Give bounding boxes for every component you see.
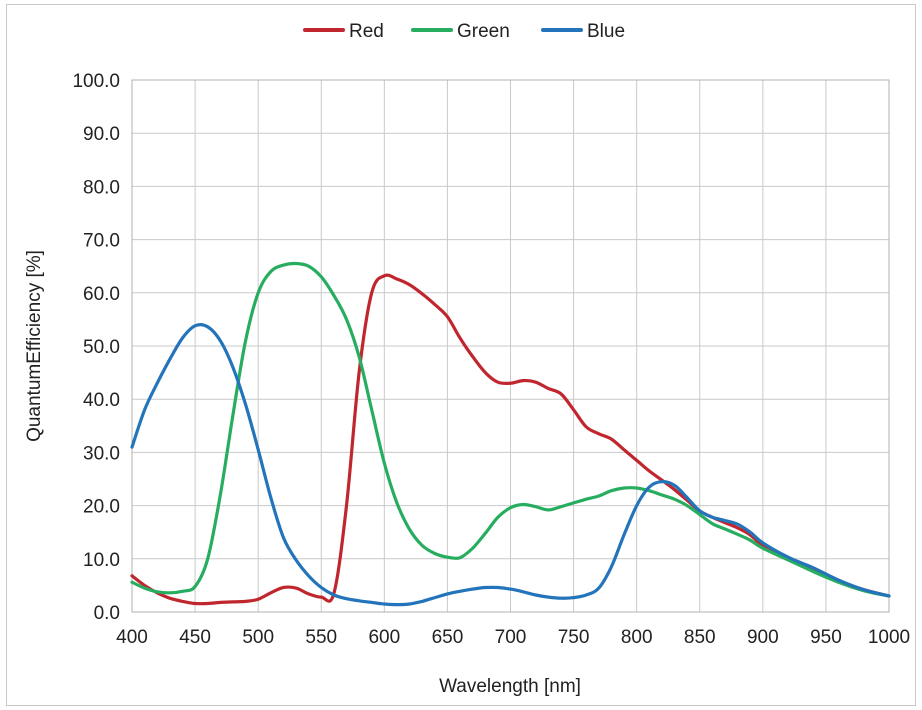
plot-area [131, 79, 890, 613]
legend-label-green: Green [457, 21, 510, 42]
x-tick-label: 1000 [868, 627, 910, 648]
chart-frame [6, 4, 916, 706]
series-line-blue [130, 323, 891, 607]
x-tick-label: 550 [305, 627, 337, 648]
x-tick-label: 800 [621, 627, 653, 648]
y-axis-title: QuantumEfficiency [%] [24, 250, 45, 442]
x-tick-label: 900 [747, 627, 779, 648]
y-tick-label: 50.0 [83, 337, 120, 358]
y-tick-label: 90.0 [83, 124, 120, 145]
legend-label-red: Red [349, 21, 384, 42]
x-tick-label: 950 [810, 627, 842, 648]
y-tick-label: 60.0 [83, 284, 120, 305]
series-line-green [130, 261, 891, 598]
x-axis-title: Wavelength [nm] [439, 676, 581, 697]
y-tick-label: 100.0 [72, 71, 120, 92]
x-tick-label: 650 [432, 627, 464, 648]
y-tick-label: 30.0 [83, 443, 120, 464]
legend-label-blue: Blue [587, 21, 625, 42]
x-tick-label: 400 [116, 627, 148, 648]
series-lines [130, 261, 891, 607]
y-tick-label: 20.0 [83, 497, 120, 518]
x-tick-label: 500 [242, 627, 274, 648]
x-tick-label: 750 [558, 627, 590, 648]
y-axis-ticks: 0.0 10.0 20.0 30.0 40.0 50.0 60.0 70.0 80.0 90.0 1… [72, 71, 120, 624]
x-tick-label: 600 [368, 627, 400, 648]
y-tick-label: 10.0 [83, 550, 120, 571]
x-axis-ticks: 400 450 500 550 600 650 700 750 800 850 900 950 1000 [116, 627, 910, 648]
x-tick-label: 700 [495, 627, 527, 648]
y-tick-label: 80.0 [83, 177, 120, 198]
y-tick-label: 70.0 [83, 231, 120, 252]
x-tick-label: 850 [684, 627, 716, 648]
plot-border [131, 79, 890, 613]
y-tick-label: 40.0 [83, 390, 120, 411]
legend: Red Green Blue [303, 21, 625, 42]
x-tick-label: 450 [179, 627, 211, 648]
y-tick-label: 0.0 [94, 603, 120, 624]
